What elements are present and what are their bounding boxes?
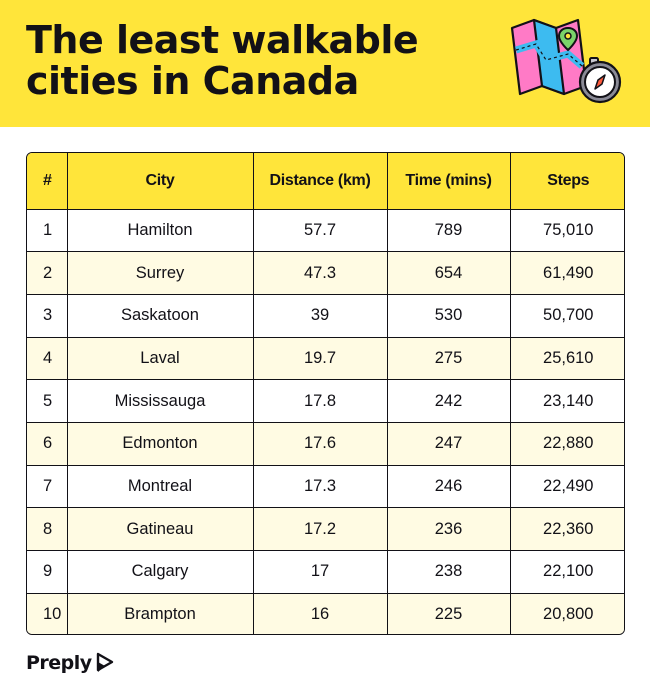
city-cell: Calgary xyxy=(67,550,254,594)
city-cell: Montreal xyxy=(67,465,254,509)
distance-cell: 39 xyxy=(253,294,388,338)
rank-cell: 7 xyxy=(27,465,68,509)
distance-cell: 57.7 xyxy=(253,209,388,253)
column-header-distance: Distance (km) xyxy=(253,153,388,210)
title-line-1: The least walkable xyxy=(26,18,419,62)
city-cell: Edmonton xyxy=(67,422,254,466)
rank-cell: 3 xyxy=(27,294,68,338)
rank-cell: 1 xyxy=(27,209,68,253)
distance-cell: 17 xyxy=(253,550,388,594)
city-cell: Hamilton xyxy=(67,209,254,253)
city-cell: Gatineau xyxy=(67,507,254,551)
steps-cell: 22,880 xyxy=(510,422,624,466)
steps-cell: 25,610 xyxy=(510,337,624,381)
time-cell: 275 xyxy=(387,337,511,381)
time-cell: 247 xyxy=(387,422,511,466)
map-compass-illustration xyxy=(510,18,622,104)
table-row: 2 Surrey 47.3 654 61,490 xyxy=(27,251,624,295)
city-cell: Laval xyxy=(67,337,254,381)
column-header-rank: # xyxy=(27,153,68,210)
column-header-city: City xyxy=(67,153,254,210)
city-cell: Surrey xyxy=(67,251,254,295)
time-cell: 530 xyxy=(387,294,511,338)
title-line-2: cities in Canada xyxy=(26,59,359,103)
rank-cell: 6 xyxy=(27,422,68,466)
map-pin-icon xyxy=(557,26,579,52)
city-cell: Brampton xyxy=(67,593,254,634)
walkability-table: # City Distance (km) Time (mins) Steps 1… xyxy=(26,152,625,635)
column-header-time: Time (mins) xyxy=(387,153,511,210)
table-row: 6 Edmonton 17.6 247 22,880 xyxy=(27,422,624,466)
rank-cell: 8 xyxy=(27,507,68,551)
time-cell: 242 xyxy=(387,379,511,423)
time-cell: 654 xyxy=(387,251,511,295)
compass-icon xyxy=(578,57,622,104)
preply-logo: Preply xyxy=(26,651,116,675)
table-row: 4 Laval 19.7 275 25,610 xyxy=(27,337,624,381)
table-row: 9 Calgary 17 238 22,100 xyxy=(27,550,624,594)
logo-wordmark: Preply xyxy=(26,652,92,674)
header-banner: The least walkable cities in Canada xyxy=(0,0,650,127)
steps-cell: 22,490 xyxy=(510,465,624,509)
steps-cell: 22,100 xyxy=(510,550,624,594)
table-row: 1 Hamilton 57.7 789 75,010 xyxy=(27,209,624,253)
table-row: 10 Brampton 16 225 20,800 xyxy=(27,593,624,634)
time-cell: 789 xyxy=(387,209,511,253)
column-header-steps: Steps xyxy=(510,153,624,210)
steps-cell: 23,140 xyxy=(510,379,624,423)
steps-cell: 22,360 xyxy=(510,507,624,551)
table-row: 3 Saskatoon 39 530 50,700 xyxy=(27,294,624,338)
time-cell: 225 xyxy=(387,593,511,634)
distance-cell: 19.7 xyxy=(253,337,388,381)
city-cell: Saskatoon xyxy=(67,294,254,338)
distance-cell: 17.8 xyxy=(253,379,388,423)
time-cell: 246 xyxy=(387,465,511,509)
steps-cell: 50,700 xyxy=(510,294,624,338)
table-row: 7 Montreal 17.3 246 22,490 xyxy=(27,465,624,509)
distance-cell: 16 xyxy=(253,593,388,634)
rank-cell: 4 xyxy=(27,337,68,381)
table-row: 5 Mississauga 17.8 242 23,140 xyxy=(27,379,624,423)
preply-mark-icon xyxy=(96,652,113,672)
distance-cell: 17.3 xyxy=(253,465,388,509)
rank-cell: 10 xyxy=(27,593,68,634)
distance-cell: 47.3 xyxy=(253,251,388,295)
distance-cell: 17.2 xyxy=(253,507,388,551)
table-header-row: # City Distance (km) Time (mins) Steps xyxy=(27,153,624,210)
distance-cell: 17.6 xyxy=(253,422,388,466)
time-cell: 236 xyxy=(387,507,511,551)
steps-cell: 75,010 xyxy=(510,209,624,253)
page-title: The least walkable cities in Canada xyxy=(26,20,496,102)
rank-cell: 5 xyxy=(27,379,68,423)
table-row: 8 Gatineau 17.2 236 22,360 xyxy=(27,507,624,551)
time-cell: 238 xyxy=(387,550,511,594)
rank-cell: 2 xyxy=(27,251,68,295)
steps-cell: 61,490 xyxy=(510,251,624,295)
steps-cell: 20,800 xyxy=(510,593,624,634)
city-cell: Mississauga xyxy=(67,379,254,423)
rank-cell: 9 xyxy=(27,550,68,594)
